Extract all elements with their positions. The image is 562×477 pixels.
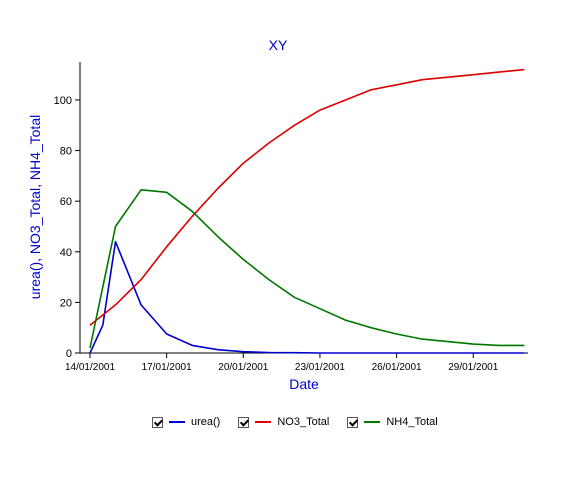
legend: urea() NO3_Total NH4_Total bbox=[152, 414, 456, 430]
x-axis-label: Date bbox=[289, 376, 319, 392]
x-tick-label: 20/01/2001 bbox=[218, 362, 268, 373]
legend-label-urea: urea() bbox=[191, 416, 220, 428]
legend-checkbox-urea[interactable] bbox=[152, 417, 163, 428]
legend-swatch-no3 bbox=[255, 421, 271, 423]
legend-checkbox-nh4[interactable] bbox=[347, 417, 358, 428]
x-tick-label: 29/01/2001 bbox=[448, 362, 498, 373]
series-line-no3total bbox=[90, 70, 524, 326]
y-tick-label: 80 bbox=[60, 146, 72, 158]
y-tick-label: 20 bbox=[60, 297, 72, 309]
chart-title: XY bbox=[269, 37, 288, 53]
legend-swatch-urea bbox=[169, 421, 185, 423]
x-tick-label: 23/01/2001 bbox=[295, 362, 345, 373]
legend-swatch-nh4 bbox=[364, 421, 380, 423]
y-axis-label: urea(), NO3_Total, NH4_Total bbox=[27, 115, 43, 299]
legend-label-no3: NO3_Total bbox=[277, 416, 329, 428]
legend-item-nh4[interactable]: NH4_Total bbox=[347, 416, 437, 428]
x-tick-label: 17/01/2001 bbox=[142, 362, 192, 373]
y-tick-label: 100 bbox=[54, 95, 72, 107]
y-tick-label: 0 bbox=[66, 348, 72, 360]
legend-checkbox-no3[interactable] bbox=[238, 417, 249, 428]
y-tick-label: 40 bbox=[60, 247, 72, 259]
y-tick-label: 60 bbox=[60, 196, 72, 208]
x-tick-label: 14/01/2001 bbox=[65, 362, 115, 373]
legend-item-urea[interactable]: urea() bbox=[152, 416, 220, 428]
series-line-urea bbox=[90, 242, 524, 353]
x-tick-label: 26/01/2001 bbox=[372, 362, 422, 373]
legend-item-no3[interactable]: NO3_Total bbox=[238, 416, 329, 428]
series-line-nh4total bbox=[90, 190, 524, 348]
legend-label-nh4: NH4_Total bbox=[386, 416, 437, 428]
